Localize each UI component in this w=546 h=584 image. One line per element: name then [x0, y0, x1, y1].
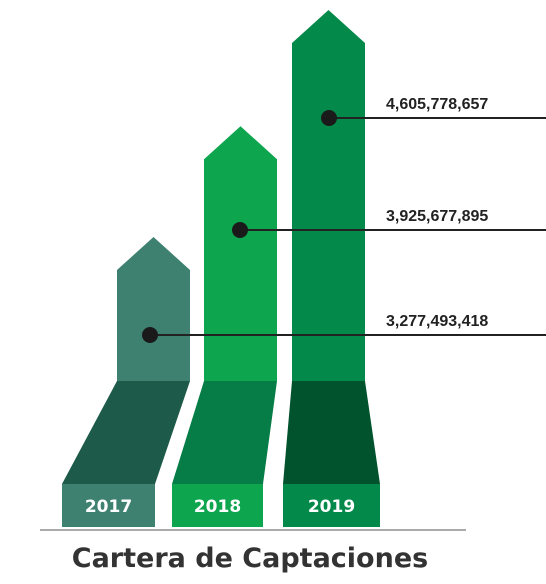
- leader-lines-group: 3,277,493,418 3,925,677,895 4,605,778,657: [142, 96, 546, 343]
- year-label-2018: 2018: [194, 497, 241, 517]
- year-box-2017: [62, 484, 155, 527]
- year-label-2017: 2017: [85, 497, 132, 517]
- year-label-2019: 2019: [308, 497, 355, 517]
- bar-base-2017: [62, 381, 190, 484]
- value-dot-2019: [321, 110, 337, 126]
- value-label-2019: 4,605,778,657: [386, 96, 488, 113]
- bar-2019: [292, 10, 365, 381]
- value-dot-2018: [232, 222, 248, 238]
- year-box-2018: [172, 484, 263, 527]
- bar-base-2019: [283, 381, 380, 484]
- bars-group: [62, 10, 380, 484]
- value-label-2018: 3,925,677,895: [386, 208, 488, 225]
- chart-title: Cartera de Captaciones: [71, 543, 429, 574]
- bar-2017: [117, 237, 190, 381]
- value-label-2017: 3,277,493,418: [386, 313, 488, 330]
- bar-base-2018: [172, 381, 277, 484]
- year-box-2019: [283, 484, 380, 527]
- year-labels-group: 2017 2018 2019: [62, 484, 380, 527]
- value-dot-2017: [142, 327, 158, 343]
- bar-2018: [204, 126, 277, 381]
